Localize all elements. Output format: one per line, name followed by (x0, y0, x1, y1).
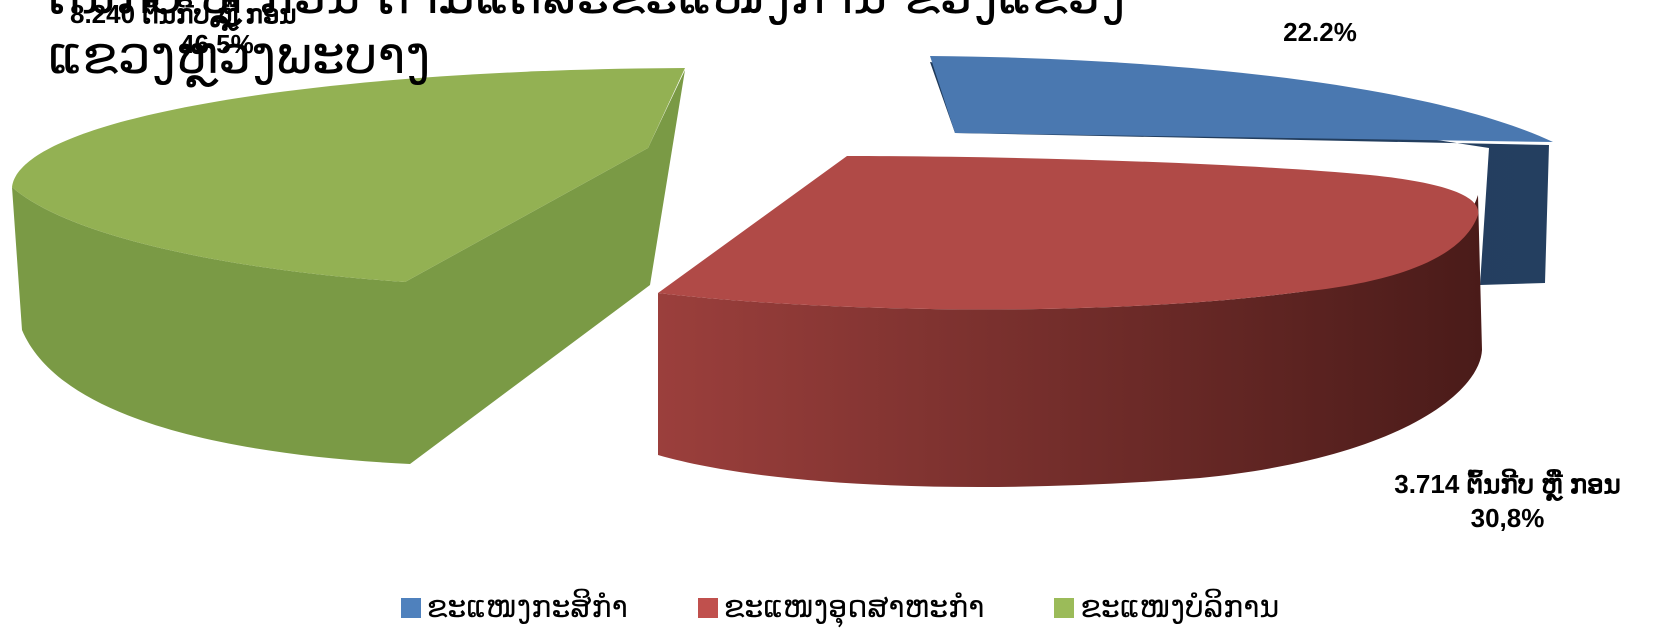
legend-label-agriculture: ຂະແໜງກະສິກຳ (426, 590, 628, 625)
data-label-industry: 3.714 ຕົ້ນກີບ ຫຼື ກອນ 30,8% (1340, 468, 1675, 536)
legend-item-industry: ຂະແໜງອຸດສາຫະກຳ (697, 590, 985, 625)
services-slice-side (12, 70, 685, 464)
legend-label-industry: ຂະແໜງອຸດສາຫະກຳ (723, 590, 985, 625)
data-label-industry-value: 3.714 ຕົ້ນກີບ ຫຼື ກອນ (1394, 469, 1621, 499)
legend-item-services: ຂະແໜງບໍລິການ (1054, 590, 1279, 625)
chart-title-line-2: ແຂວງຫຼວງພະບາງ (48, 26, 431, 86)
pie-slice-agriculture (930, 56, 1553, 285)
services-slice-top (12, 68, 685, 282)
legend-label-services: ຂະແໜງບໍລິການ (1080, 590, 1280, 625)
legend-item-agriculture: ຂະແໜງກະສິກຳ (400, 590, 628, 625)
legend-swatch-industry (697, 597, 718, 618)
pie-slice-services (12, 68, 685, 464)
industry-slice-top (658, 156, 1479, 310)
data-label-agriculture: 22.2% (1250, 16, 1390, 50)
legend-swatch-agriculture (400, 597, 421, 618)
data-label-services-percent: 46.5% (180, 28, 254, 59)
data-label-agriculture-percent: 22.2% (1283, 17, 1357, 47)
agriculture-slice-top (930, 56, 1553, 142)
data-label-services-value: 8.240 ຕົ້ນກີບ ຫຼື ກອນ (70, 0, 297, 29)
industry-slice-side (658, 195, 1482, 487)
chart-legend: ຂະແໜງກະສິກຳ ຂະແໜງອຸດສາຫະກຳ ຂະແໜງບໍລິການ (0, 590, 1680, 625)
chart-title-line-1: ຕົ້ນກີບ ຫຼື ກອນ ຕາມແຕ່ລະຂະແໜງການ ຂອງແຂວງ (48, 0, 1125, 22)
legend-swatch-services (1054, 597, 1075, 618)
pie-slice-industry (658, 156, 1482, 487)
data-label-industry-percent: 30,8% (1470, 502, 1545, 533)
data-label-services: 8.240 ຕົ້ນກີບ ຫຼື ກອນ 46.5% (70, 0, 297, 62)
